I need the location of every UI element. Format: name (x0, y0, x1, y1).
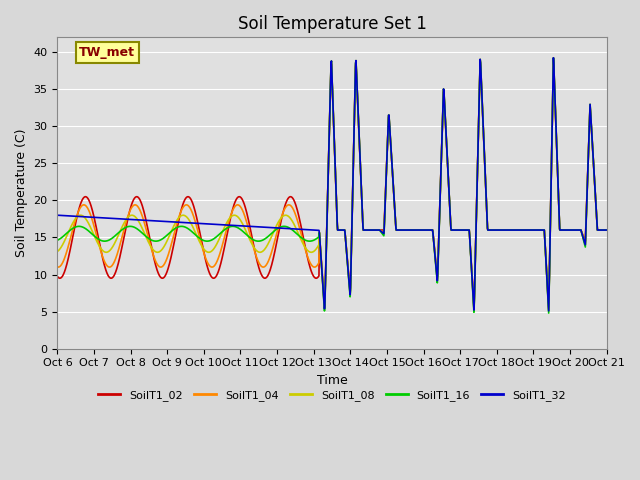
SoilT1_32 (96, 215, 104, 220)
SoilT1_04 (96, 245, 104, 251)
Legend: SoilT1_02, SoilT1_04, SoilT1_08, SoilT1_16, SoilT1_32: SoilT1_02, SoilT1_04, SoilT1_08, SoilT1_… (93, 385, 570, 405)
SoilT1_04 (298, 233, 305, 239)
SoilT1_02 (308, 269, 316, 275)
Line: SoilT1_02: SoilT1_02 (58, 61, 607, 307)
SoilT1_32 (118, 216, 126, 222)
SoilT1_02 (545, 304, 552, 310)
SoilT1_08 (603, 227, 611, 233)
X-axis label: Time: Time (317, 374, 348, 387)
Line: SoilT1_08: SoilT1_08 (58, 60, 607, 311)
SoilT1_04 (366, 227, 374, 233)
SoilT1_32 (545, 308, 552, 314)
SoilT1_02 (603, 227, 611, 233)
SoilT1_08 (118, 224, 126, 229)
SoilT1_08 (96, 244, 104, 250)
SoilT1_02 (298, 227, 305, 233)
Y-axis label: Soil Temperature (C): Soil Temperature (C) (15, 129, 28, 257)
SoilT1_32 (287, 226, 294, 231)
SoilT1_16 (366, 227, 374, 233)
SoilT1_08 (545, 308, 552, 314)
SoilT1_08 (287, 216, 294, 221)
SoilT1_16 (550, 55, 557, 60)
SoilT1_16 (545, 310, 552, 316)
Line: SoilT1_16: SoilT1_16 (58, 58, 607, 313)
SoilT1_32 (308, 227, 316, 233)
SoilT1_16 (603, 227, 611, 233)
SoilT1_02 (287, 194, 294, 200)
SoilT1_04 (287, 203, 294, 208)
SoilT1_04 (118, 233, 126, 239)
SoilT1_02 (118, 243, 126, 249)
SoilT1_08 (54, 249, 61, 254)
Line: SoilT1_04: SoilT1_04 (58, 58, 607, 310)
SoilT1_32 (603, 227, 611, 233)
SoilT1_04 (550, 55, 557, 60)
SoilT1_16 (308, 238, 316, 244)
SoilT1_04 (308, 263, 316, 268)
SoilT1_02 (366, 227, 374, 233)
SoilT1_08 (550, 57, 557, 62)
SoilT1_08 (308, 250, 316, 255)
SoilT1_02 (96, 242, 104, 248)
Text: TW_met: TW_met (79, 46, 136, 59)
SoilT1_02 (54, 274, 61, 279)
SoilT1_04 (54, 264, 61, 270)
SoilT1_32 (54, 212, 61, 218)
Title: Soil Temperature Set 1: Soil Temperature Set 1 (237, 15, 426, 33)
SoilT1_16 (118, 227, 126, 232)
SoilT1_08 (366, 227, 374, 233)
SoilT1_04 (545, 307, 552, 312)
Line: SoilT1_32: SoilT1_32 (58, 58, 607, 311)
SoilT1_32 (366, 227, 374, 233)
SoilT1_16 (287, 226, 294, 231)
SoilT1_16 (96, 237, 104, 243)
SoilT1_08 (298, 238, 305, 244)
SoilT1_02 (550, 58, 557, 64)
SoilT1_32 (298, 227, 305, 232)
SoilT1_16 (298, 235, 305, 241)
SoilT1_32 (550, 55, 557, 60)
SoilT1_04 (603, 227, 611, 233)
SoilT1_16 (54, 238, 61, 243)
